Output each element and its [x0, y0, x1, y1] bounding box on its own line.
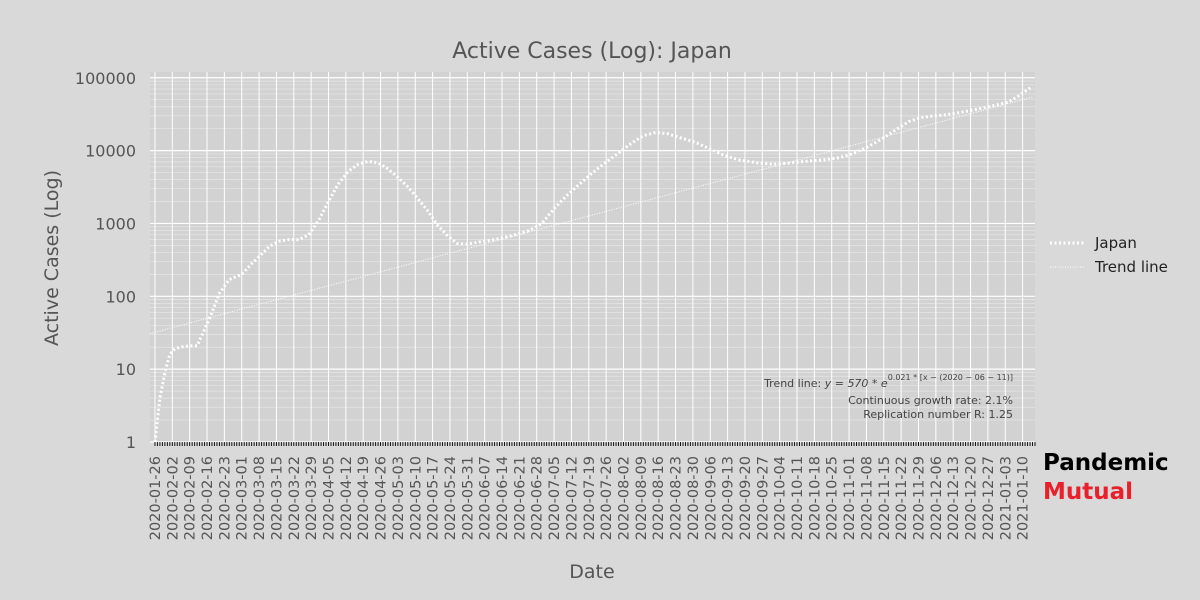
x-tick-label: 2020-07-26 [599, 456, 615, 540]
x-tick-label: 2020-08-23 [669, 456, 685, 540]
x-tick-label: 2020-12-13 [946, 456, 962, 540]
x-tick-label: 2020-10-25 [825, 456, 841, 540]
x-tick-label: 2020-03-15 [269, 456, 285, 540]
x-tick-label: 2020-05-17 [426, 456, 442, 540]
x-tick-label: 2020-02-09 [183, 456, 199, 540]
replication-text: Replication number R: 1.25 [863, 408, 1013, 421]
x-tick-label: 2020-12-06 [929, 456, 945, 540]
brand-pandemic: Pandemic [1043, 450, 1169, 476]
x-tick-label: 2020-02-02 [165, 456, 181, 540]
y-ticks: 1 10 100 1000 10000 100000 [75, 69, 136, 452]
y-tick-label: 100 [105, 287, 136, 306]
chart-title: Active Cases (Log): Japan [452, 39, 732, 64]
x-axis-label: Date [569, 561, 614, 583]
trend-annotation: Trend line: y = 570 * e0.021 * [x − (202… [763, 373, 1013, 421]
x-tick-label: 2020-06-28 [530, 456, 546, 540]
x-tick-label: 2020-04-12 [339, 456, 355, 540]
x-tick-label: 2021-01-03 [998, 456, 1014, 540]
trend-formula: y = 570 * e [824, 377, 888, 390]
plot-background [150, 72, 1035, 442]
x-tick-label: 2020-11-15 [877, 456, 893, 540]
legend: Japan Trend line [1050, 234, 1168, 276]
x-tick-label: 2020-12-27 [981, 456, 997, 540]
x-tick-label: 2020-10-18 [807, 456, 823, 540]
x-tick-label: 2020-08-02 [616, 456, 632, 540]
x-tick-label: 2020-08-16 [651, 456, 667, 540]
x-tick-label: 2020-08-09 [634, 456, 650, 540]
y-tick-label: 1000 [95, 214, 136, 233]
x-tick-label: 2020-05-31 [460, 456, 476, 540]
y-tick-label: 100000 [75, 69, 136, 88]
x-ticks: 2020-01-26 2020-02-02 2020-02-09 2020-02-16… [148, 442, 1036, 540]
brand-mutual: Mutual [1043, 479, 1133, 505]
x-tick-label: 2020-03-01 [235, 456, 251, 540]
x-tick-label: 2020-10-11 [790, 456, 806, 540]
x-tick-label: 2020-09-20 [738, 456, 754, 540]
y-tick-label: 10000 [85, 142, 136, 161]
x-tick-label: 2021-01-10 [1016, 456, 1032, 540]
brand-logo: Pandemic Mutual [1043, 450, 1169, 505]
x-tick-label: 2020-02-23 [217, 456, 233, 540]
x-tick-label: 2020-05-10 [408, 456, 424, 540]
x-tick-label: 2020-11-22 [894, 456, 910, 540]
y-axis-label: Active Cases (Log) [41, 170, 63, 346]
x-tick-label: 2020-04-05 [321, 456, 337, 540]
grid [150, 72, 1035, 443]
x-tick-label: 2020-06-21 [512, 456, 528, 540]
x-tick-label: 2020-07-05 [547, 456, 563, 540]
x-tick-label: 2020-11-08 [859, 456, 875, 540]
y-tick-label: 1 [126, 433, 136, 452]
legend-label-japan: Japan [1094, 234, 1137, 252]
x-tick-label: 2020-04-26 [374, 456, 390, 540]
x-tick-label: 2020-05-03 [391, 456, 407, 540]
x-tick-label: 2020-09-13 [721, 456, 737, 540]
trend-formula-text: Trend line: y = 570 * e0.021 * [x − (202… [763, 373, 1013, 390]
x-tick-label: 2020-03-29 [304, 456, 320, 540]
x-tick-label: 2020-06-07 [478, 456, 494, 540]
x-tick-label: 2020-11-29 [911, 456, 927, 540]
x-tick-label: 2020-10-04 [773, 456, 789, 540]
trend-prefix: Trend line: [763, 377, 825, 390]
legend-label-trend: Trend line [1094, 258, 1168, 276]
growth-rate-text: Continuous growth rate: 2.1% [848, 394, 1013, 407]
x-tick-label: 2020-12-20 [964, 456, 980, 540]
x-tick-label: 2020-03-22 [287, 456, 303, 540]
y-tick-label: 10 [116, 360, 136, 379]
x-tick-label: 2020-04-19 [356, 456, 372, 540]
x-tick-label: 2020-01-26 [148, 456, 164, 540]
x-tick-label: 2020-05-24 [443, 456, 459, 540]
x-tick-label: 2020-09-06 [703, 456, 719, 540]
x-tick-label: 2020-02-16 [200, 456, 216, 540]
x-tick-label: 2020-09-27 [755, 456, 771, 540]
x-tick-label: 2020-11-01 [842, 456, 858, 540]
x-tick-label: 2020-03-08 [252, 456, 268, 540]
x-tick-label: 2020-07-19 [582, 456, 598, 540]
x-tick-label: 2020-08-30 [686, 456, 702, 540]
x-tick-label: 2020-06-14 [495, 456, 511, 540]
trend-exponent: 0.021 * [x − (2020 − 06 − 11)] [888, 373, 1013, 382]
plot-area [150, 72, 1035, 442]
x-tick-label: 2020-07-12 [564, 456, 580, 540]
